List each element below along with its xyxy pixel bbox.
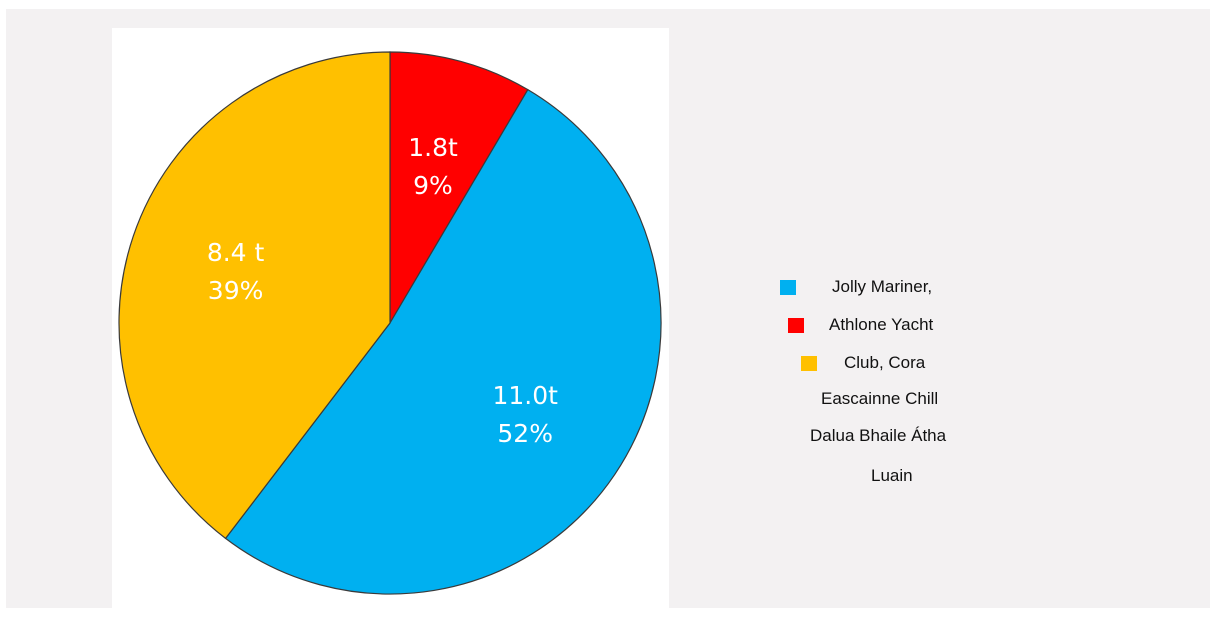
slice-percent-label-2: 39% (208, 276, 264, 305)
legend-swatch-jolly-mariner (780, 280, 796, 295)
legend-label: Jolly Mariner, (832, 277, 933, 296)
legend-swatch-athlone-yacht (788, 318, 804, 333)
legend-label: Athlone Yacht (829, 315, 934, 334)
legend-label: Eascainne Chill (821, 389, 939, 408)
legend: Jolly Mariner, Athlone Yacht Club, Cora … (740, 268, 1040, 498)
pie-slice-2 (118, 51, 391, 540)
legend-label: Luain (871, 466, 913, 485)
slice-value-label-1: 11.0t (492, 381, 558, 410)
pie-slice-0 (389, 51, 529, 326)
legend-swatch-club-cora (801, 356, 817, 371)
chart-frame: 1.8t 9% 11.0t 52% 8.4 t 39% (6, 9, 1210, 617)
slice-percent-label-0: 9% (413, 171, 453, 200)
pie-slice-1 (224, 88, 662, 595)
slice-percent-label-1: 52% (497, 419, 553, 448)
slice-value-label-2: 8.4 t (207, 238, 265, 267)
plot-area: 1.8t 9% 11.0t 52% 8.4 t 39% (112, 28, 669, 617)
legend-label: Dalua Bhaile Átha (810, 426, 947, 445)
slice-value-label-0: 1.8t (408, 133, 458, 162)
legend-label: Club, Cora (844, 353, 926, 372)
pie-chart: 1.8t 9% 11.0t 52% 8.4 t 39% (118, 51, 662, 595)
